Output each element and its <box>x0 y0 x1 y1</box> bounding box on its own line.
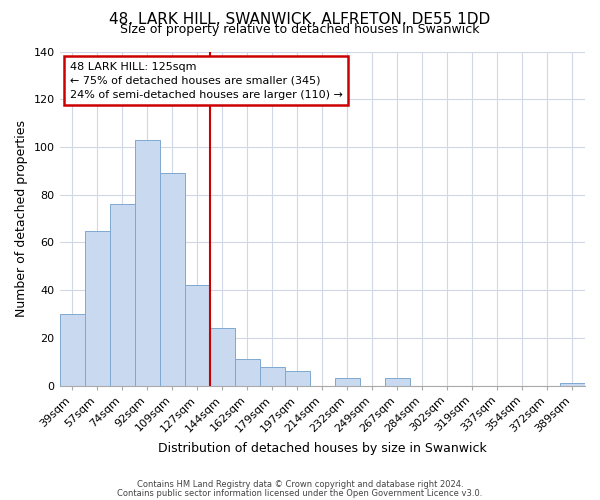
Y-axis label: Number of detached properties: Number of detached properties <box>15 120 28 317</box>
Bar <box>85 230 110 386</box>
Bar <box>285 372 310 386</box>
X-axis label: Distribution of detached houses by size in Swanwick: Distribution of detached houses by size … <box>158 442 487 455</box>
Bar <box>335 378 360 386</box>
Text: Size of property relative to detached houses in Swanwick: Size of property relative to detached ho… <box>120 22 480 36</box>
Bar <box>134 140 160 386</box>
Text: 48 LARK HILL: 125sqm
← 75% of detached houses are smaller (345)
24% of semi-deta: 48 LARK HILL: 125sqm ← 75% of detached h… <box>70 62 343 100</box>
Bar <box>160 173 185 386</box>
Text: Contains public sector information licensed under the Open Government Licence v3: Contains public sector information licen… <box>118 488 482 498</box>
Bar <box>235 360 260 386</box>
Bar <box>185 286 209 386</box>
Text: 48, LARK HILL, SWANWICK, ALFRETON, DE55 1DD: 48, LARK HILL, SWANWICK, ALFRETON, DE55 … <box>109 12 491 28</box>
Text: Contains HM Land Registry data © Crown copyright and database right 2024.: Contains HM Land Registry data © Crown c… <box>137 480 463 489</box>
Bar <box>260 366 285 386</box>
Bar <box>385 378 410 386</box>
Bar <box>59 314 85 386</box>
Bar <box>560 384 585 386</box>
Bar <box>110 204 134 386</box>
Bar <box>209 328 235 386</box>
